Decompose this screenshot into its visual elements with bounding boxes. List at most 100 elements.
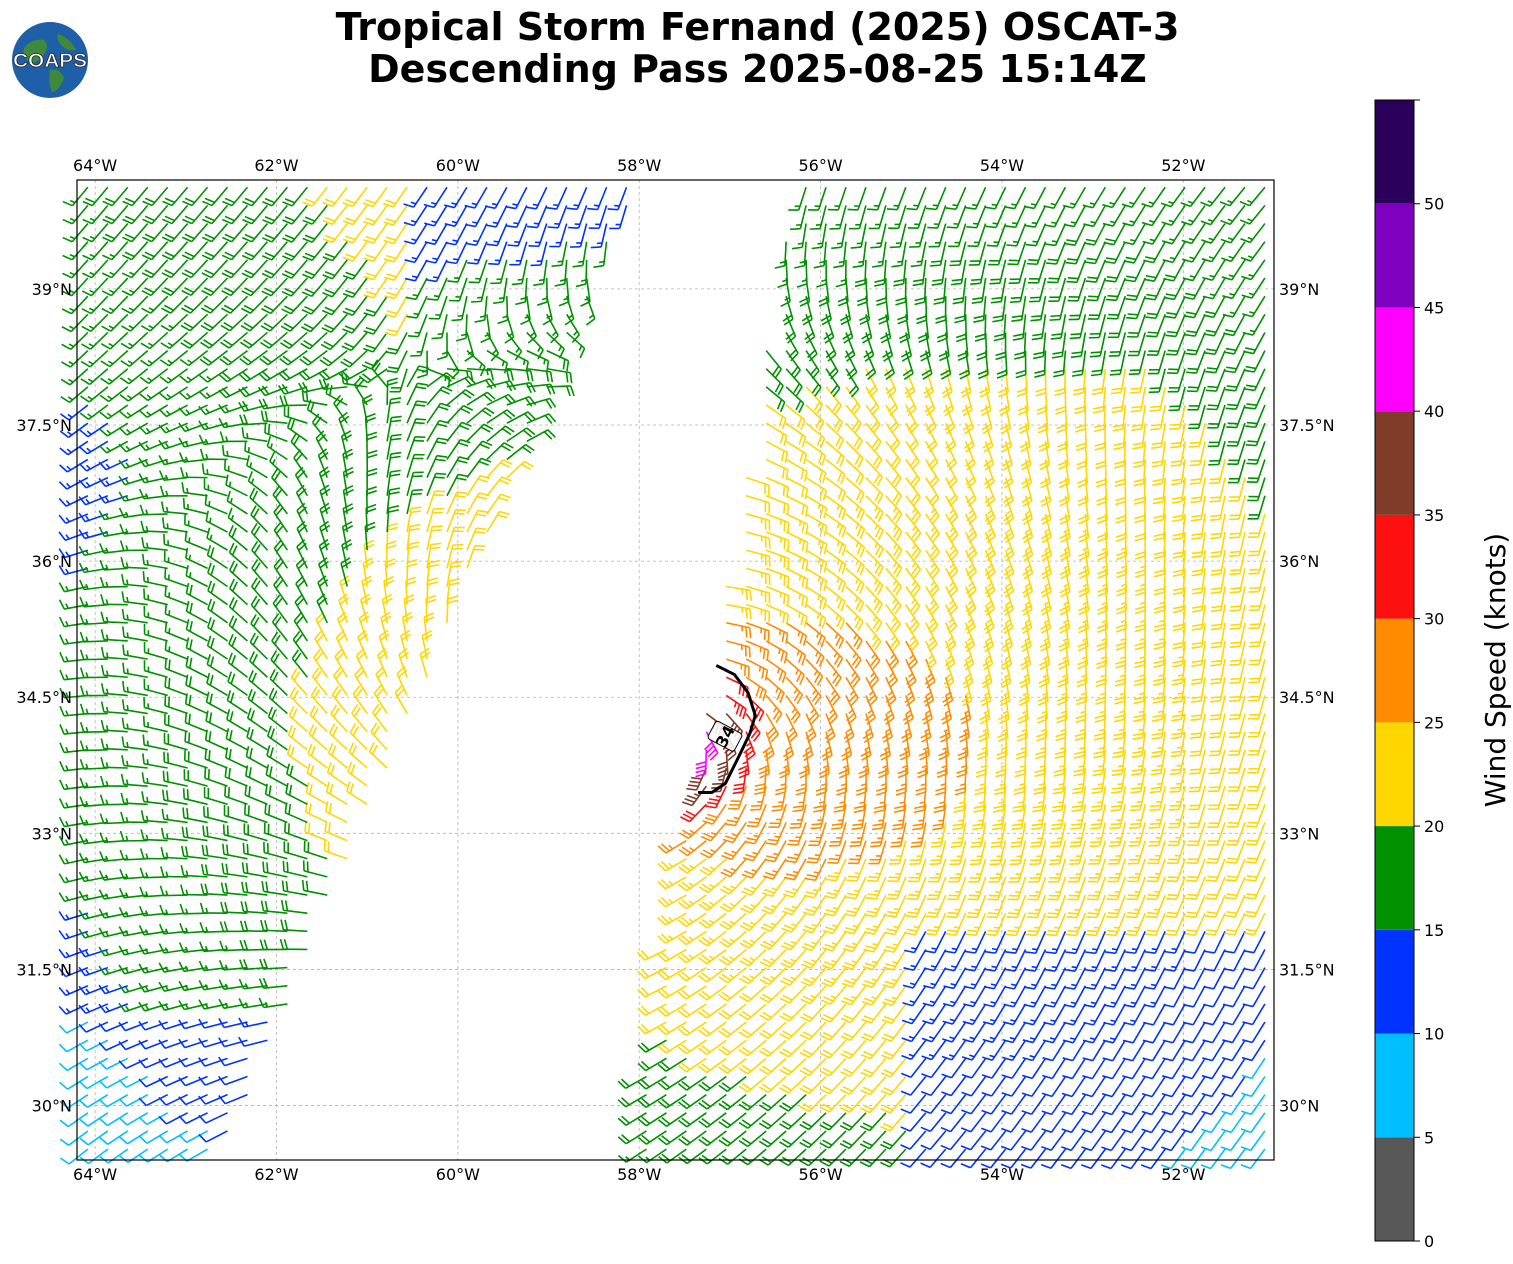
wind-barb [1001, 622, 1013, 653]
wind-barb [657, 894, 687, 908]
wind-barb [1041, 1130, 1067, 1152]
wind-barb [78, 1057, 109, 1071]
wind-barb [1183, 295, 1206, 319]
wind-barb [1229, 586, 1246, 612]
wind-barb [718, 930, 747, 948]
wind-barb [241, 241, 269, 261]
wind-barb [1164, 949, 1186, 972]
wind-barb [138, 422, 169, 435]
wind-barb [246, 726, 268, 751]
wind-barb [785, 567, 809, 590]
wind-barb [198, 1130, 228, 1143]
wind-barb [1021, 1130, 1047, 1151]
wind-barb [245, 746, 268, 769]
wind-barb [1165, 313, 1186, 338]
wind-barb [1241, 1057, 1266, 1080]
wind-barb [426, 367, 451, 388]
wind-barb [981, 1057, 1007, 1079]
wind-barb [269, 451, 288, 479]
wind-barb [1200, 204, 1226, 226]
wind-barb [271, 631, 288, 660]
wind-barb [1184, 313, 1206, 337]
wind-barb [785, 603, 808, 627]
wind-barb [138, 1020, 168, 1031]
wind-barb [180, 865, 208, 878]
wind-barb [160, 827, 188, 842]
wind-barb [890, 822, 907, 848]
wind-barb [700, 821, 727, 842]
wind-barb [263, 822, 288, 842]
wind-barb [240, 313, 268, 332]
wind-barb [1042, 1021, 1067, 1044]
wind-barb [1114, 459, 1127, 488]
wind-barb [221, 241, 249, 261]
wind-barb [850, 223, 867, 249]
wind-barb [1191, 531, 1206, 559]
wind-barb [1002, 1021, 1027, 1044]
wind-barb [637, 1021, 667, 1035]
wind-barb [726, 603, 752, 620]
wind-barb [950, 822, 967, 848]
wind-barb [846, 858, 867, 882]
wind-barb [354, 666, 368, 696]
wind-barb [936, 749, 948, 779]
wind-barb [831, 804, 847, 830]
wind-barb [726, 640, 751, 658]
wind-barb [718, 1148, 747, 1165]
wind-barb [1189, 749, 1206, 775]
wind-barb [989, 840, 1007, 866]
wind-barb [1241, 277, 1266, 299]
wind-barb [1071, 350, 1087, 377]
wind-barb [363, 241, 388, 263]
wind-barb [1144, 277, 1166, 301]
wind-barb [445, 223, 468, 246]
wind-barb [808, 187, 827, 211]
wind-barb [1129, 785, 1147, 812]
wind-barb [677, 912, 707, 928]
wind-barb [1220, 204, 1246, 226]
wind-barb [1041, 1112, 1067, 1134]
wind-barb [821, 731, 833, 762]
colorbar-title: Wind Speed (knots) [1479, 533, 1512, 807]
wind-barb [895, 277, 907, 306]
wind-barb [158, 1000, 188, 1011]
wind-barb [341, 331, 368, 352]
wind-barb [885, 676, 897, 707]
wind-barb [825, 622, 845, 649]
wind-barb [799, 1075, 827, 1095]
wind-barb [819, 1094, 847, 1113]
wind-barb [722, 822, 747, 844]
wind-barb [220, 331, 249, 349]
wind-barb [746, 495, 771, 514]
wind-barb [121, 313, 149, 332]
wind-barb [860, 1039, 887, 1060]
wind-barb [1203, 949, 1226, 972]
wind-barb [358, 368, 388, 384]
wind-barb [849, 205, 867, 230]
wind-barb [990, 277, 1007, 304]
wind-barb [572, 241, 588, 268]
wind-barb [358, 611, 370, 642]
wind-barb [1001, 1057, 1027, 1080]
wind-barb [1059, 531, 1071, 562]
wind-barb [238, 386, 268, 398]
wind-barb [677, 1039, 707, 1055]
wind-barb [1106, 876, 1127, 901]
wind-barb [244, 784, 268, 806]
wind-barb [100, 719, 128, 733]
wind-barb [398, 647, 410, 678]
wind-barb [1132, 441, 1147, 469]
wind-barb [1146, 314, 1166, 338]
wind-barb [1148, 368, 1166, 394]
wind-barb [801, 930, 827, 952]
wind-barb [964, 531, 978, 562]
wind-barb [138, 963, 168, 974]
wind-barb [881, 713, 893, 743]
wind-barb [1081, 1112, 1106, 1134]
wind-barb [805, 658, 824, 686]
wind-barb [1000, 404, 1012, 435]
wind-barb [271, 468, 288, 497]
wind-barb [219, 431, 248, 443]
wind-barb [1000, 1130, 1027, 1151]
wind-barb [1243, 912, 1266, 936]
